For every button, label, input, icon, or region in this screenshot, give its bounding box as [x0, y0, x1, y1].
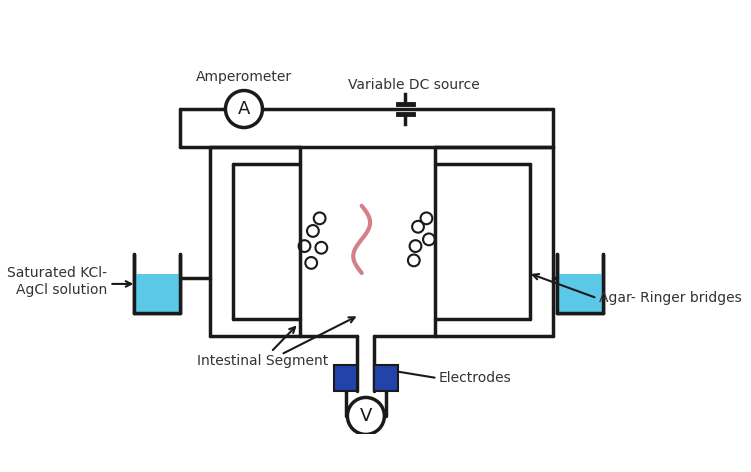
Text: Amperometer: Amperometer: [196, 70, 292, 84]
Text: Intestinal Segment: Intestinal Segment: [197, 354, 328, 368]
Bar: [334, 365, 357, 391]
Text: Agar- Ringer bridges: Agar- Ringer bridges: [599, 291, 741, 305]
Bar: [134, 274, 180, 312]
Text: Saturated KCl-
AgCl solution: Saturated KCl- AgCl solution: [7, 266, 107, 296]
Circle shape: [348, 397, 385, 434]
Text: Variable DC source: Variable DC source: [348, 78, 480, 92]
Circle shape: [225, 91, 262, 127]
Bar: [374, 365, 398, 391]
Text: A: A: [238, 100, 250, 118]
Bar: [556, 274, 603, 312]
Text: V: V: [360, 407, 372, 425]
Text: Electrodes: Electrodes: [439, 371, 511, 385]
